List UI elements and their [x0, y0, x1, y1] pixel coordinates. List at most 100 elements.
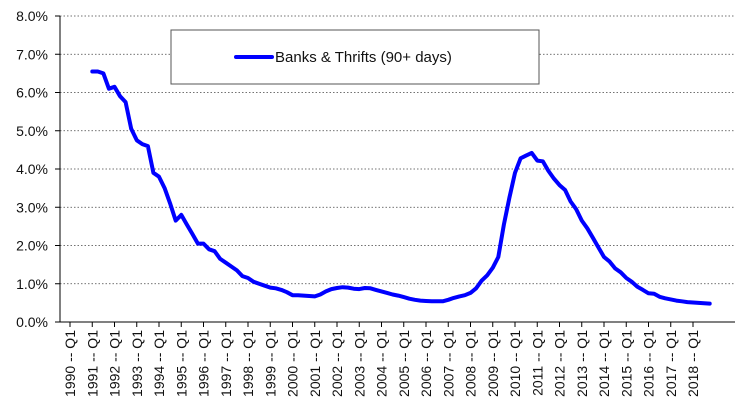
- data-point: [419, 300, 421, 302]
- data-point: [325, 290, 327, 292]
- data-point: [369, 287, 371, 289]
- data-point: [136, 139, 138, 141]
- x-tick-label: 2008 -- Q1: [463, 330, 479, 397]
- y-tick-label: 2.0%: [16, 238, 48, 254]
- data-point: [97, 70, 99, 73]
- data-point: [597, 246, 600, 248]
- data-point: [631, 281, 633, 283]
- data-point: [275, 287, 277, 289]
- data-point: [253, 281, 255, 283]
- data-point: [659, 296, 661, 298]
- data-point: [664, 297, 666, 299]
- data-point: [397, 295, 399, 297]
- data-point: [575, 208, 577, 210]
- data-point: [531, 152, 533, 154]
- x-tick-label: 2002 -- Q1: [329, 330, 345, 397]
- data-point: [603, 256, 605, 258]
- data-point: [681, 300, 683, 302]
- data-point: [453, 297, 455, 299]
- data-point: [219, 258, 221, 260]
- data-point: [336, 287, 338, 289]
- data-point: [364, 287, 366, 289]
- x-tick-label: 1994 -- Q1: [151, 330, 167, 397]
- data-point: [392, 293, 394, 296]
- y-tick-label: 0.0%: [16, 314, 48, 330]
- data-point: [230, 265, 232, 268]
- data-point: [486, 274, 488, 276]
- data-point: [247, 277, 249, 279]
- data-point: [380, 290, 383, 292]
- data-point: [141, 143, 143, 145]
- legend: Banks & Thrifts (90+ days): [170, 29, 540, 85]
- data-point: [286, 291, 288, 293]
- x-tick-label: 1992 -- Q1: [107, 330, 123, 397]
- x-tick-label: 2016 -- Q1: [641, 330, 657, 397]
- data-point: [175, 220, 177, 222]
- series-layer: [90, 69, 712, 306]
- x-tick-label: 1999 -- Q1: [262, 330, 278, 397]
- data-point: [547, 170, 550, 172]
- data-point: [403, 296, 405, 298]
- data-point: [208, 248, 210, 250]
- data-point: [297, 294, 299, 296]
- x-tick-label: 2004 -- Q1: [374, 330, 390, 397]
- data-point: [414, 299, 416, 301]
- y-axis-ticks: 0.0% 1.0% 2.0% 3.0% 4.0% 5.0% 6.0% 7.0% 8.0%: [16, 8, 60, 330]
- data-point: [191, 233, 193, 235]
- data-point: [169, 202, 171, 204]
- x-tick-label: 2013 -- Q1: [574, 330, 590, 397]
- data-point: [347, 287, 349, 289]
- data-point: [436, 300, 438, 302]
- data-point: [609, 261, 611, 263]
- data-point: [108, 88, 110, 90]
- data-point: [425, 300, 427, 302]
- data-point: [503, 223, 505, 226]
- y-tick-label: 7.0%: [16, 46, 48, 62]
- data-point: [119, 95, 121, 97]
- data-point: [319, 293, 321, 296]
- data-point: [342, 286, 344, 288]
- data-point: [642, 289, 644, 291]
- data-point: [197, 243, 199, 245]
- data-point: [592, 237, 594, 239]
- x-tick-label: 1996 -- Q1: [196, 330, 212, 397]
- x-tick-label: 2007 -- Q1: [440, 330, 456, 397]
- series-line-0: [90, 69, 712, 306]
- data-point: [558, 184, 561, 186]
- y-tick-label: 6.0%: [16, 85, 48, 101]
- data-point: [330, 288, 332, 290]
- data-point: [91, 70, 93, 73]
- data-point: [564, 189, 566, 191]
- data-point: [447, 299, 449, 301]
- x-tick-label: 2012 -- Q1: [552, 330, 568, 397]
- data-point: [497, 256, 499, 258]
- x-tick-label: 2017 -- Q1: [663, 330, 679, 397]
- data-point: [570, 200, 572, 203]
- data-point: [269, 287, 271, 289]
- data-point: [147, 145, 149, 147]
- data-point: [225, 262, 227, 264]
- data-point: [113, 86, 116, 88]
- data-point: [442, 300, 444, 302]
- legend-box: [170, 29, 540, 85]
- data-point: [464, 294, 466, 296]
- data-point: [214, 250, 216, 252]
- data-point: [492, 267, 494, 269]
- data-point: [152, 172, 154, 174]
- data-point: [236, 269, 238, 271]
- x-tick-label: 1990 -- Q1: [62, 330, 78, 397]
- data-point: [542, 160, 544, 162]
- x-tick-label: 2010 -- Q1: [507, 330, 523, 397]
- data-point: [692, 301, 694, 304]
- data-point: [258, 283, 260, 285]
- data-point: [647, 292, 650, 294]
- data-point: [520, 157, 522, 159]
- x-tick-label: 2005 -- Q1: [396, 330, 412, 397]
- data-point: [620, 271, 622, 273]
- data-point: [186, 223, 188, 226]
- data-point: [536, 160, 538, 162]
- data-point: [102, 72, 104, 74]
- data-point: [675, 300, 677, 302]
- data-point: [703, 302, 705, 304]
